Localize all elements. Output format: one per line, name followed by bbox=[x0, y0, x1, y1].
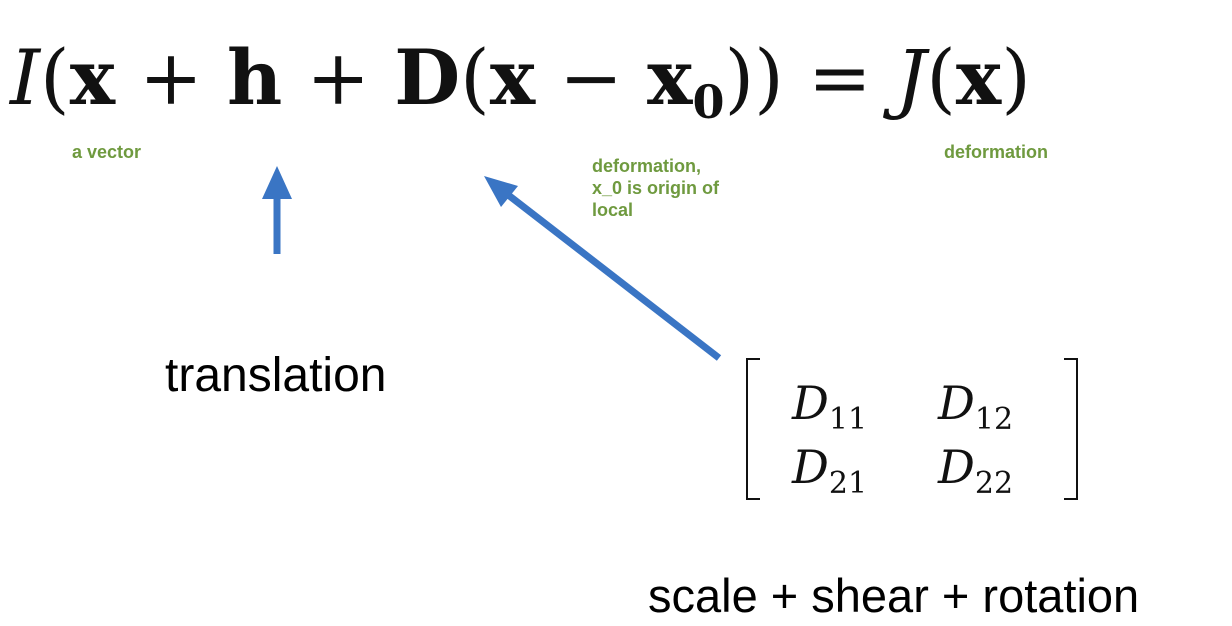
matrix-left-bracket bbox=[746, 358, 760, 500]
translation-arrow bbox=[262, 166, 292, 254]
matrix-right-bracket bbox=[1064, 358, 1078, 500]
eq-minus: − bbox=[535, 33, 648, 122]
deformation-arrow bbox=[484, 176, 722, 361]
eq-plus: + bbox=[115, 33, 227, 122]
translation-label: translation bbox=[165, 349, 387, 402]
eq-x0-subscript: 0 bbox=[692, 75, 725, 129]
eq-J: J bbox=[895, 33, 927, 122]
eq-x: x bbox=[955, 33, 1002, 122]
eq-lparen: ( bbox=[40, 33, 70, 122]
eq-lparen: ( bbox=[926, 33, 956, 122]
matrix-cell-d11: D11 bbox=[792, 376, 868, 437]
eq-rparen: ) bbox=[1001, 33, 1031, 122]
matrix-cell-d21: D21 bbox=[792, 440, 868, 501]
annotation-vector: a vector bbox=[72, 142, 142, 162]
eq-x0-base: x bbox=[647, 33, 693, 122]
eq-plus: + bbox=[282, 33, 395, 122]
eq-x: x bbox=[489, 33, 536, 122]
eq-h: h bbox=[227, 33, 283, 122]
eq-D: D bbox=[394, 33, 461, 122]
eq-equals: = bbox=[783, 33, 896, 122]
eq-rparens: )) bbox=[724, 33, 784, 122]
annotation-deformation-origin: deformation, x_0 is origin of local bbox=[592, 156, 720, 220]
equation: I(x + h + D(x − x0)) = J(x) bbox=[10, 40, 1031, 126]
matrix-cell-d22: D22 bbox=[938, 440, 1014, 501]
eq-lparen: ( bbox=[460, 33, 490, 122]
eq-I: I bbox=[10, 33, 41, 122]
eq-x: x bbox=[69, 33, 115, 122]
annotation-deformation: deformation bbox=[944, 142, 1049, 162]
matrix-caption: scale + shear + rotation bbox=[648, 569, 1140, 622]
matrix-cell-d12: D12 bbox=[938, 376, 1014, 437]
